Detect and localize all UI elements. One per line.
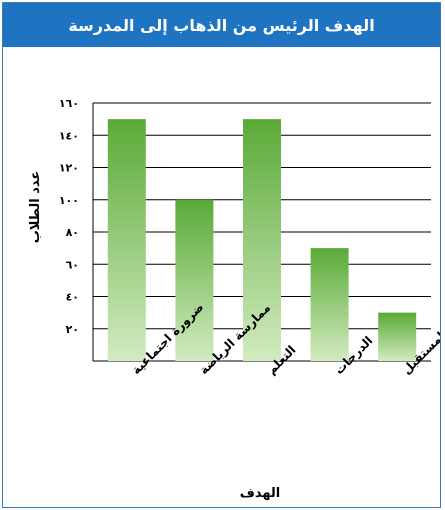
y-tick-label: ١٦٠ bbox=[59, 97, 79, 110]
y-tick-label: ١٠٠ bbox=[59, 194, 79, 207]
chart-title: الهدف الرئيس من الذهاب إلى المدرسة bbox=[3, 3, 440, 47]
bar bbox=[243, 119, 281, 361]
bars bbox=[107, 119, 417, 361]
y-tick-label: ٨٠ bbox=[66, 226, 79, 239]
bar bbox=[378, 312, 417, 361]
y-tick-label: ٦٠ bbox=[66, 258, 79, 271]
chart-frame: الهدف الرئيس من الذهاب إلى المدرسة ٢٠ ٤٠ ٦… bbox=[2, 2, 441, 508]
bar bbox=[107, 119, 146, 361]
y-tick-labels: ٢٠ ٤٠ ٦٠ ٨٠ ١٠٠ ١٢٠ ١٤٠ ١٦٠ bbox=[59, 97, 79, 336]
bar bbox=[310, 248, 349, 361]
y-tick-label: ٤٠ bbox=[66, 291, 79, 304]
y-axis-title: عدد الطلاب bbox=[28, 171, 43, 244]
y-tick-label: ٢٠ bbox=[66, 323, 79, 336]
bar bbox=[175, 199, 214, 361]
y-tick-label: ١٢٠ bbox=[59, 162, 79, 175]
x-axis-title: الهدف bbox=[240, 486, 281, 501]
y-tick-label: ١٤٠ bbox=[59, 129, 79, 142]
